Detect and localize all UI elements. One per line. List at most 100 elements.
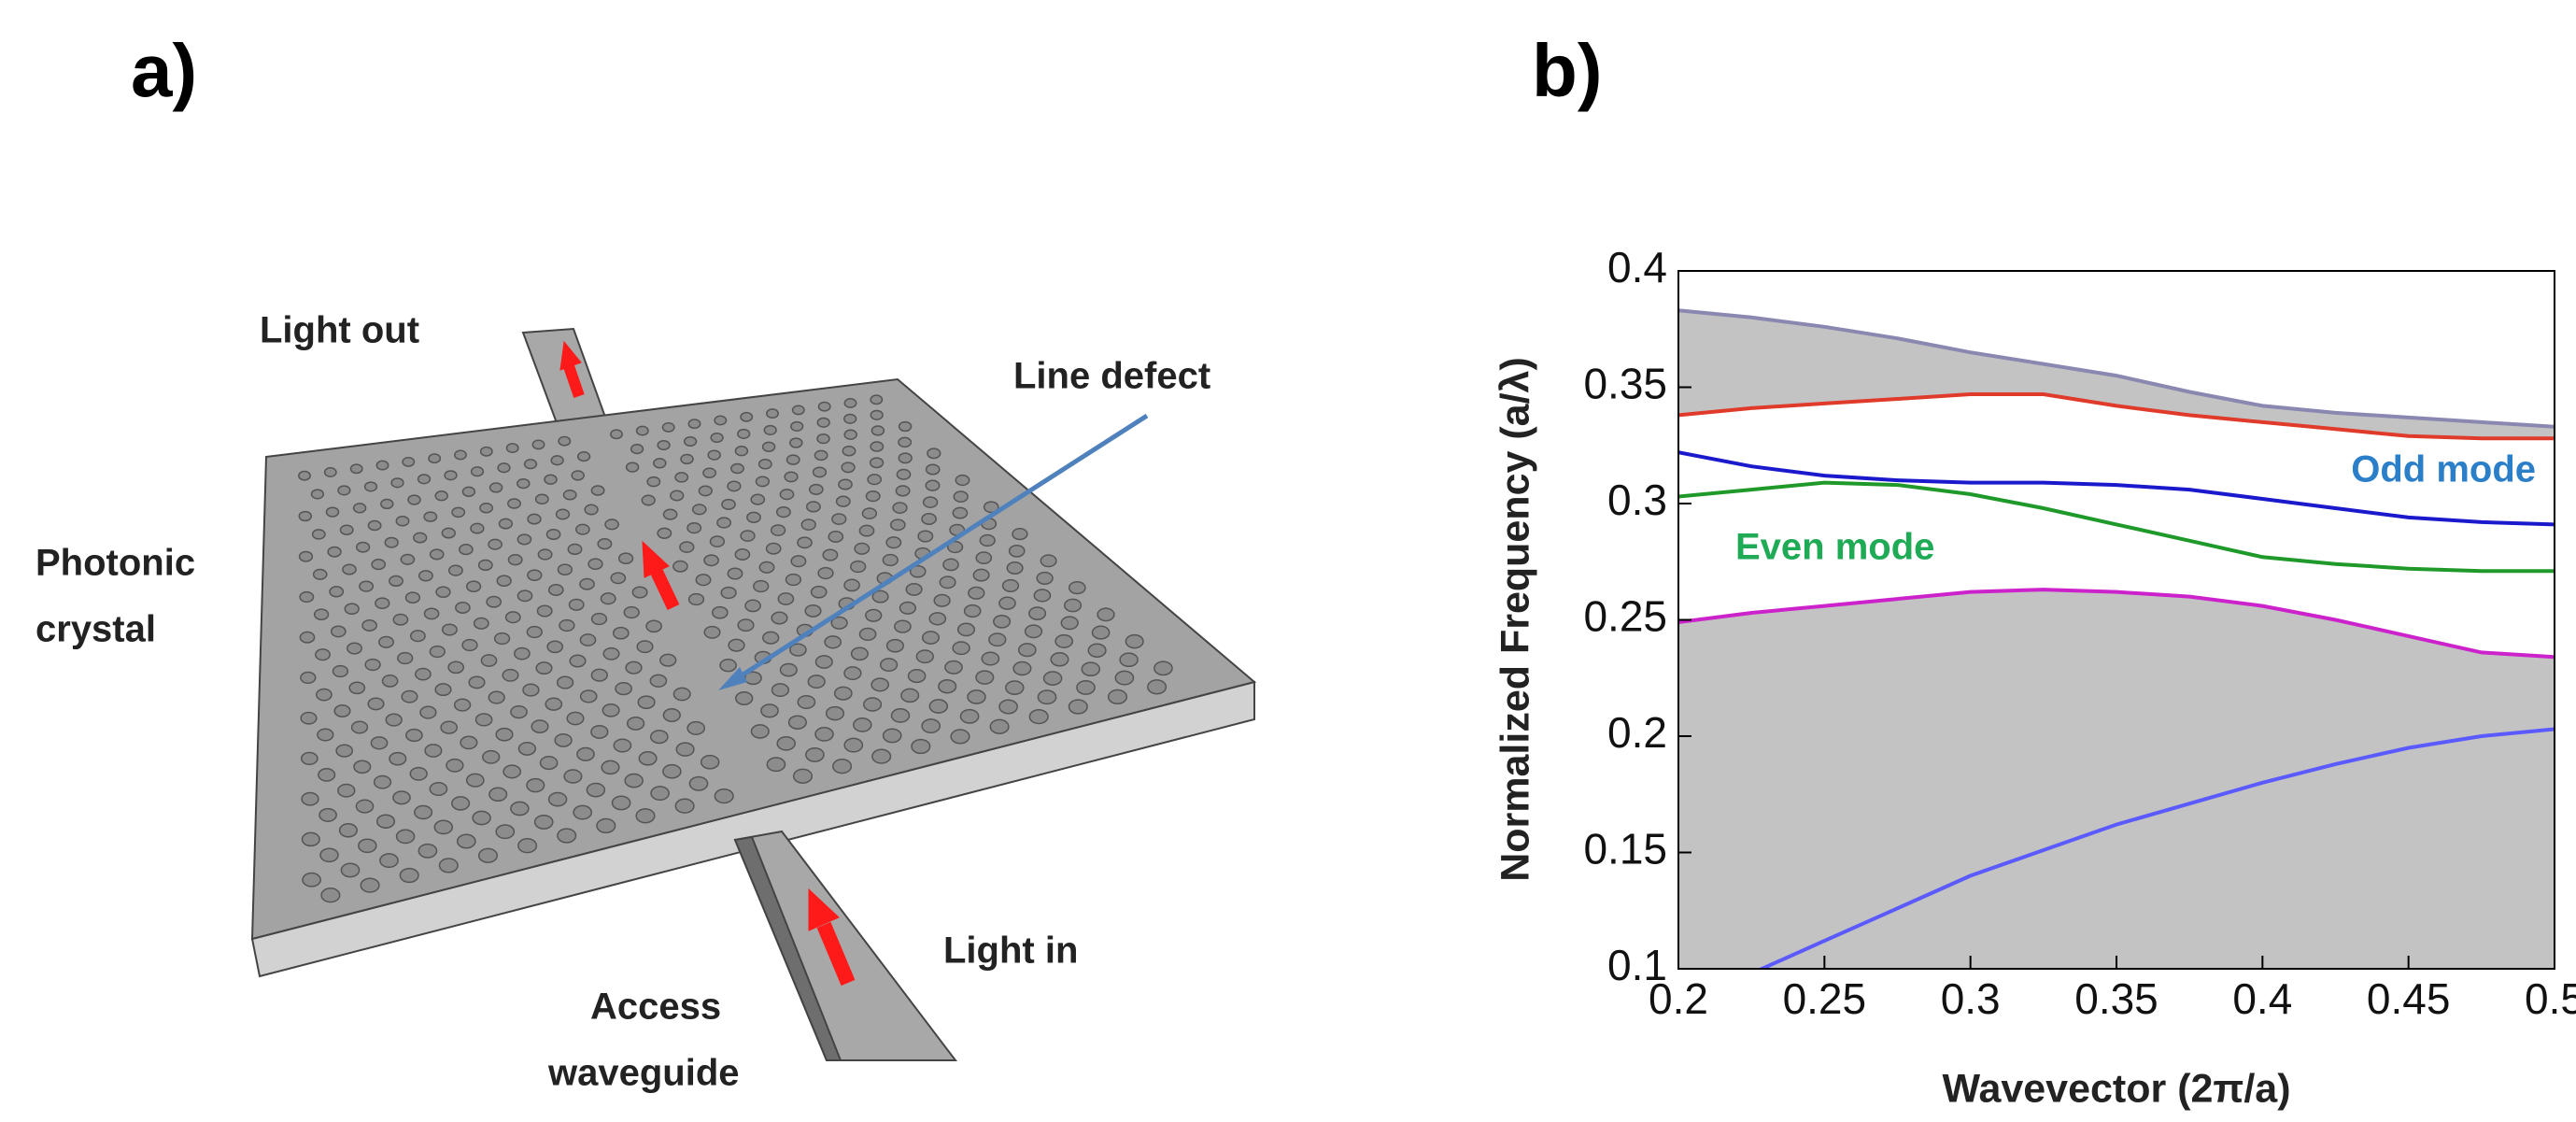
hole bbox=[546, 640, 564, 654]
hole bbox=[333, 704, 351, 717]
panel-label: b) bbox=[1532, 29, 1603, 112]
hole bbox=[318, 768, 336, 782]
hole bbox=[507, 498, 521, 509]
hole bbox=[373, 774, 392, 789]
hole bbox=[928, 612, 947, 626]
hole bbox=[364, 658, 381, 672]
hole bbox=[579, 577, 595, 590]
hole bbox=[340, 862, 361, 878]
hole bbox=[1028, 708, 1049, 725]
hole bbox=[300, 751, 318, 766]
hole bbox=[698, 485, 713, 497]
annotation: Even mode bbox=[1735, 527, 1934, 568]
hole bbox=[474, 713, 493, 727]
curve bbox=[1678, 308, 2555, 429]
hole bbox=[493, 632, 511, 646]
hole bbox=[843, 578, 860, 592]
hole bbox=[1119, 652, 1139, 668]
hole bbox=[636, 640, 654, 654]
hole bbox=[721, 498, 736, 510]
hole bbox=[423, 607, 440, 620]
hole bbox=[488, 482, 503, 493]
hole bbox=[554, 732, 573, 747]
hole bbox=[870, 409, 884, 420]
hole bbox=[766, 757, 786, 773]
hole bbox=[557, 563, 573, 576]
hole bbox=[531, 719, 549, 733]
hole bbox=[817, 566, 834, 580]
hole bbox=[562, 489, 577, 501]
hole bbox=[792, 768, 814, 784]
hole bbox=[925, 479, 941, 491]
y-tick-label: 0.4 bbox=[1607, 243, 1667, 291]
hole bbox=[734, 548, 751, 561]
hole bbox=[617, 552, 634, 565]
hole bbox=[905, 582, 923, 596]
hole bbox=[737, 428, 751, 439]
hole bbox=[1060, 616, 1079, 631]
hole bbox=[299, 590, 315, 604]
hole bbox=[429, 781, 448, 797]
hole bbox=[789, 437, 803, 448]
hole bbox=[1050, 652, 1069, 667]
arrow bbox=[650, 569, 680, 610]
hole bbox=[898, 436, 913, 448]
hole bbox=[975, 670, 995, 685]
y-tick-label: 0.3 bbox=[1607, 476, 1667, 524]
hole bbox=[959, 708, 980, 724]
hole bbox=[359, 580, 375, 592]
hole bbox=[824, 635, 842, 649]
hole bbox=[590, 668, 608, 682]
hole bbox=[911, 738, 931, 755]
hole bbox=[711, 605, 729, 619]
hole bbox=[505, 443, 519, 454]
hole bbox=[454, 449, 467, 461]
hole bbox=[755, 476, 771, 488]
hole bbox=[915, 649, 934, 664]
hole bbox=[757, 459, 772, 470]
hole bbox=[1054, 633, 1074, 648]
hole bbox=[556, 675, 574, 689]
y-tick-label: 0.2 bbox=[1607, 708, 1667, 757]
hole bbox=[311, 529, 326, 540]
hole bbox=[298, 510, 313, 522]
hole bbox=[896, 468, 912, 480]
arrow bbox=[563, 364, 585, 398]
hole bbox=[703, 625, 721, 639]
hole bbox=[507, 554, 523, 566]
hole bbox=[843, 737, 864, 753]
hole bbox=[576, 451, 591, 462]
hole bbox=[838, 478, 853, 490]
hole bbox=[610, 429, 623, 440]
hole bbox=[459, 544, 474, 556]
hole bbox=[301, 791, 319, 806]
hole bbox=[922, 496, 939, 508]
label: Line defect bbox=[1013, 356, 1210, 397]
hole bbox=[380, 498, 394, 510]
hole bbox=[533, 814, 554, 830]
hole bbox=[531, 439, 545, 450]
hole bbox=[789, 643, 807, 657]
hole bbox=[761, 441, 776, 452]
hole bbox=[455, 602, 471, 614]
hole bbox=[590, 612, 608, 626]
hole bbox=[438, 858, 459, 873]
label: Light in bbox=[943, 930, 1078, 972]
hole bbox=[544, 474, 558, 485]
hole bbox=[358, 838, 377, 854]
hole bbox=[504, 611, 521, 624]
hole bbox=[737, 618, 755, 632]
hole bbox=[661, 421, 675, 433]
hole bbox=[750, 493, 766, 505]
hole bbox=[349, 463, 363, 475]
hole bbox=[728, 638, 745, 652]
hole bbox=[367, 697, 385, 711]
hole bbox=[939, 575, 956, 589]
hole bbox=[963, 604, 982, 618]
hole bbox=[675, 742, 695, 757]
hole bbox=[330, 625, 347, 638]
hole bbox=[361, 619, 377, 632]
hole bbox=[635, 425, 649, 436]
hole bbox=[1024, 624, 1043, 639]
hole bbox=[686, 720, 706, 735]
